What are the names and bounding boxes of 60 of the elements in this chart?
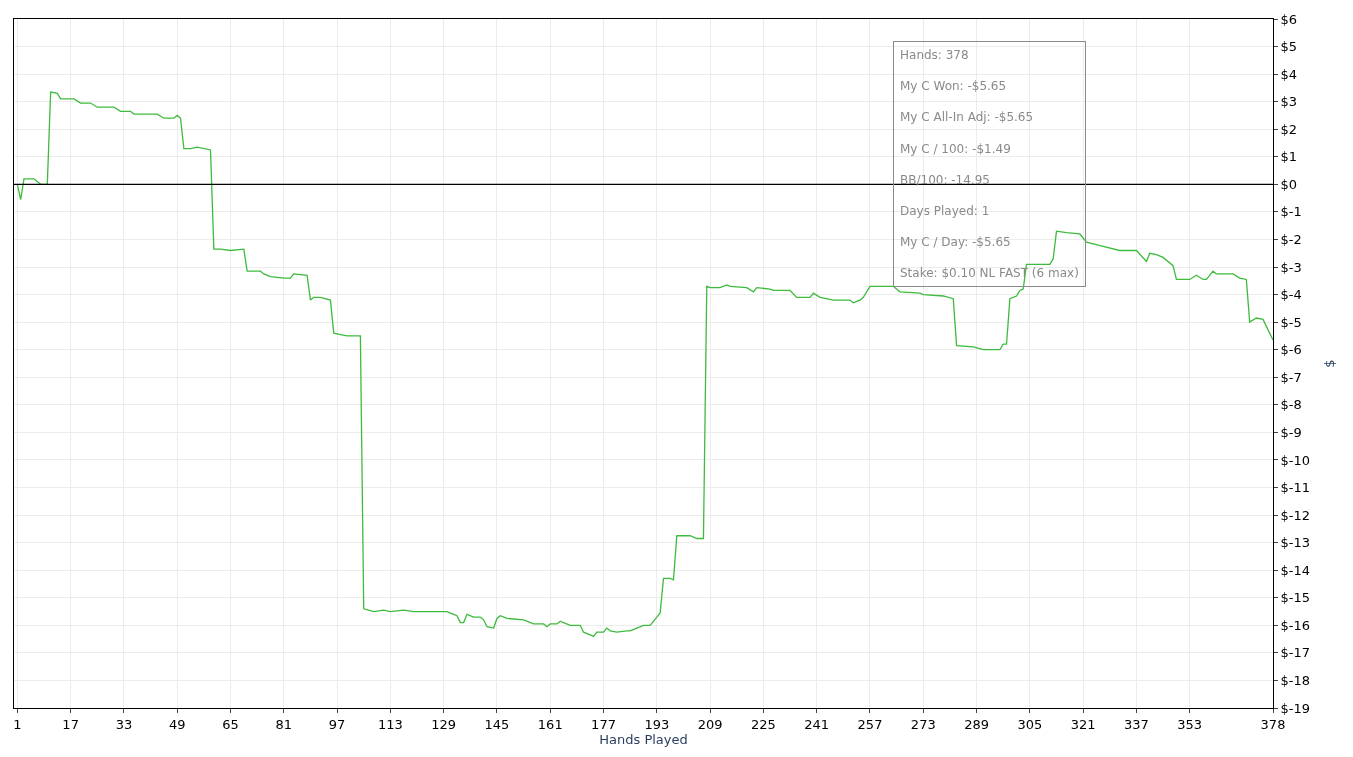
y-tick-label: $-12 xyxy=(1280,507,1311,523)
y-tick-label: $-4 xyxy=(1280,287,1302,303)
y-tick-label: $-14 xyxy=(1280,562,1311,578)
x-tick-label: 177 xyxy=(591,716,616,732)
annotation: My C / 100: -$1.49 xyxy=(900,141,1011,156)
y-axis-title: $ xyxy=(1321,359,1337,368)
annotation: My C All-In Adj: -$5.65 xyxy=(900,110,1034,125)
y-tick-label: $-17 xyxy=(1280,645,1311,661)
x-tick-label: 257 xyxy=(857,716,883,732)
y-tick-label: $-1 xyxy=(1280,204,1302,220)
y-tick-label: $1 xyxy=(1280,149,1298,165)
y-tick-label: $-3 xyxy=(1280,259,1302,275)
y-tick-label: $2 xyxy=(1280,121,1298,137)
y-tick-label: $-6 xyxy=(1280,342,1302,358)
x-tick-label: 129 xyxy=(431,716,457,732)
y-tick-label: $6 xyxy=(1280,11,1298,27)
y-tick-label: $-11 xyxy=(1280,480,1311,496)
y-tick-label: $-7 xyxy=(1280,369,1302,385)
x-tick-label: 353 xyxy=(1177,716,1203,732)
annotation: Hands: 378 xyxy=(900,48,969,62)
x-tick-label: 97 xyxy=(328,716,346,732)
x-tick-label: 193 xyxy=(644,716,670,732)
x-tick-label: 209 xyxy=(697,716,723,732)
x-tick-label: 17 xyxy=(62,716,79,732)
y-tick-label: $5 xyxy=(1280,39,1298,55)
annotation: BB/100: -14.95 xyxy=(900,172,990,187)
line-series xyxy=(16,91,1273,637)
y-tick-label: $-8 xyxy=(1280,397,1302,413)
x-tick-label: 81 xyxy=(275,716,293,732)
x-tick-label: 65 xyxy=(222,716,239,732)
x-tick-label: 161 xyxy=(537,716,563,732)
x-axis-title: Hands Played xyxy=(599,732,688,748)
x-tick-label: 337 xyxy=(1124,716,1149,732)
y-tick-label: $-2 xyxy=(1280,232,1302,248)
x-tick-label: 113 xyxy=(377,716,403,732)
y-tick-label: $0 xyxy=(1280,176,1298,192)
y-tick-label: $-18 xyxy=(1280,672,1311,688)
y-tick-label: $4 xyxy=(1280,66,1298,82)
annotation: My C / Day: -$5.65 xyxy=(900,235,1011,250)
x-tick-label: 289 xyxy=(964,716,989,732)
y-tick-label: $3 xyxy=(1280,94,1298,110)
annotation: Days Played: 1 xyxy=(900,204,990,218)
x-tick-label: 225 xyxy=(750,716,776,732)
y-tick-label: $-16 xyxy=(1280,617,1311,633)
x-tick-label: 1 xyxy=(13,716,22,732)
x-tick-label: 273 xyxy=(910,716,936,732)
y-tick-label: $-19 xyxy=(1280,700,1311,716)
x-tick-label: 49 xyxy=(168,716,186,732)
y-tick-label: $-13 xyxy=(1280,535,1311,551)
x-tick-label: 241 xyxy=(804,716,830,732)
y-tick-label: $-5 xyxy=(1280,314,1302,330)
x-tick-label: 305 xyxy=(1017,716,1043,732)
y-tick-label: $-10 xyxy=(1280,452,1311,468)
y-tick-label: $-15 xyxy=(1280,590,1311,606)
y-tick-label: $-9 xyxy=(1280,424,1302,440)
x-tick-label: 321 xyxy=(1070,716,1096,732)
x-tick-label: 378 xyxy=(1260,716,1286,732)
x-tick-label: 145 xyxy=(484,716,510,732)
x-tick-label: 33 xyxy=(115,716,133,732)
annotation: My C Won: -$5.65 xyxy=(900,79,1007,94)
